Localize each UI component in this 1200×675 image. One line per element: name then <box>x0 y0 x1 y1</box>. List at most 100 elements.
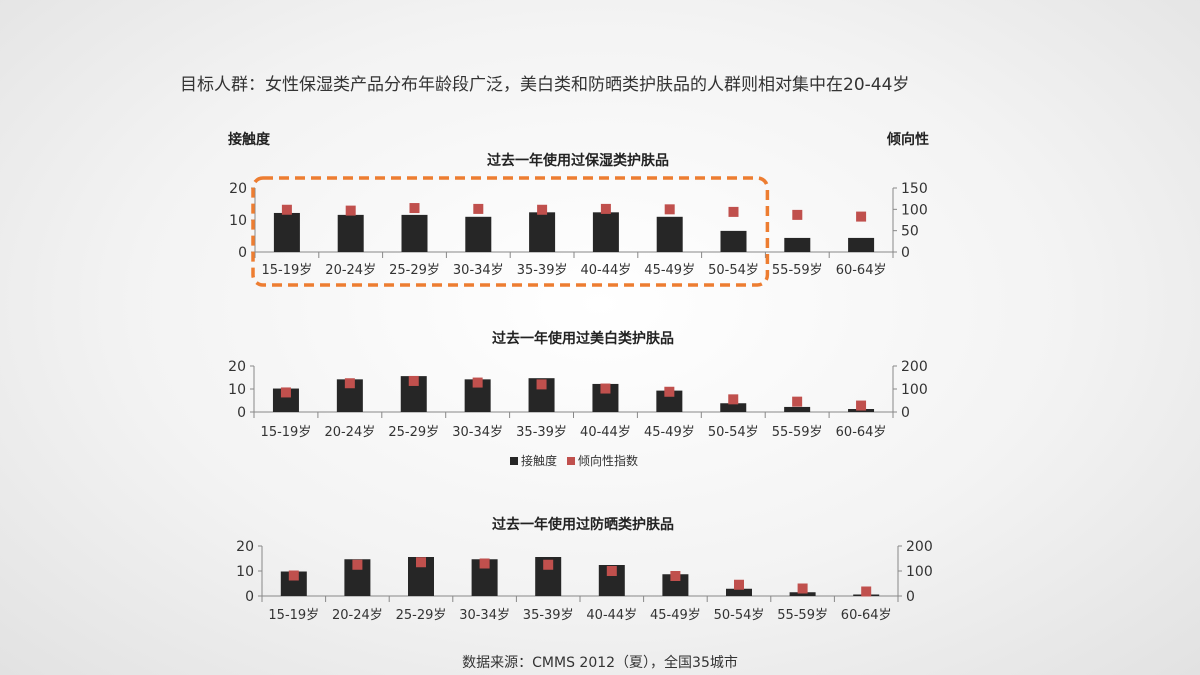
marker-45-49岁 <box>664 386 675 397</box>
bar-55-59岁 <box>789 592 816 596</box>
chart-title-moisturizer: 过去一年使用过保湿类护肤品 <box>487 153 669 169</box>
marker-40-44岁 <box>600 383 611 394</box>
x-tick-label: 55-59岁 <box>772 425 823 440</box>
bar-15-19岁 <box>273 212 300 252</box>
bar-45-49岁 <box>656 216 683 252</box>
x-tick-label: 45-49岁 <box>650 608 701 623</box>
left-y-tick-label: 0 <box>238 245 247 261</box>
bar-20-24岁 <box>337 214 364 252</box>
right-y-tick-label: 50 <box>901 224 919 240</box>
x-tick-label: 60-64岁 <box>836 425 887 440</box>
legend-label-bar: 接触度 <box>521 454 558 468</box>
marker-20-24岁 <box>352 559 363 570</box>
x-tick-label: 15-19岁 <box>261 425 312 440</box>
marker-25-29岁 <box>409 203 420 214</box>
chart-legend: 接触度 倾向性指数 <box>510 452 638 469</box>
left-y-tick-label: 10 <box>236 564 254 580</box>
right-y-tick-label: 0 <box>901 405 910 421</box>
x-tick-label: 40-44岁 <box>580 425 631 440</box>
x-tick-label: 40-44岁 <box>581 263 632 278</box>
x-tick-label: 35-39岁 <box>516 425 567 440</box>
x-tick-label: 55-59岁 <box>777 608 828 623</box>
marker-60-64岁 <box>856 400 867 411</box>
marker-60-64岁 <box>856 211 867 222</box>
marker-15-19岁 <box>280 387 291 398</box>
chart-title-whitening: 过去一年使用过美白类护肤品 <box>492 331 674 347</box>
marker-50-54岁 <box>734 579 744 590</box>
left-y-tick-label: 20 <box>229 181 247 197</box>
x-tick-label: 35-39岁 <box>517 263 568 278</box>
marker-45-49岁 <box>664 204 675 215</box>
marker-20-24岁 <box>344 378 355 389</box>
legend-label-marker: 倾向性指数 <box>578 454 639 468</box>
x-tick-label: 15-19岁 <box>262 263 313 278</box>
right-y-tick-label: 100 <box>901 202 928 218</box>
right-y-tick-label: 200 <box>901 359 928 375</box>
marker-30-34岁 <box>479 558 490 569</box>
highlight-box <box>251 176 770 287</box>
marker-15-19岁 <box>288 570 299 581</box>
x-tick-label: 60-64岁 <box>841 608 892 623</box>
data-source: 数据来源：CMMS 2012（夏），全国35城市 <box>462 655 738 671</box>
x-tick-label: 40-44岁 <box>586 608 637 623</box>
marker-50-54岁 <box>728 206 739 217</box>
left-y-tick-label: 20 <box>236 539 254 555</box>
x-tick-label: 20-24岁 <box>332 608 383 623</box>
bar-55-59岁 <box>784 237 811 252</box>
legend-item-bar: 接触度 <box>510 452 557 469</box>
x-tick-label: 55-59岁 <box>772 263 823 278</box>
x-tick-label: 30-34岁 <box>452 425 503 440</box>
x-tick-label: 45-49岁 <box>644 425 695 440</box>
marker-50-54岁 <box>728 394 739 405</box>
marker-55-59岁 <box>797 583 808 594</box>
right-y-tick-label: 100 <box>906 564 933 580</box>
chart-title-sunscreen: 过去一年使用过防晒类护肤品 <box>492 517 674 533</box>
marker-60-64岁 <box>861 586 872 597</box>
bar-55-59岁 <box>784 406 811 412</box>
legend-swatch-marker <box>567 456 576 465</box>
x-tick-label: 25-29岁 <box>389 263 440 278</box>
marker-55-59岁 <box>792 209 803 220</box>
legend-swatch-bar <box>510 456 518 465</box>
left-y-tick-label: 0 <box>245 589 254 605</box>
x-tick-label: 60-64岁 <box>836 263 887 278</box>
marker-40-44岁 <box>600 203 611 214</box>
right-y-tick-label: 150 <box>901 181 928 197</box>
marker-35-39岁 <box>536 379 547 390</box>
marker-30-34岁 <box>472 377 483 388</box>
right-y-tick-label: 0 <box>906 589 915 605</box>
left-y-tick-label: 10 <box>229 213 247 229</box>
x-tick-label: 45-49岁 <box>644 263 695 278</box>
right-axis-caption: 倾向性 <box>887 132 929 148</box>
bar-35-39岁 <box>529 212 556 252</box>
marker-20-24岁 <box>345 205 356 216</box>
marker-35-39岁 <box>543 559 554 570</box>
headline: 目标人群：女性保湿类产品分布年龄段广泛，美白类和防晒类护肤品的人群则相对集中在2… <box>180 75 910 95</box>
x-tick-label: 20-24岁 <box>325 263 376 278</box>
marker-15-19岁 <box>281 204 292 215</box>
bar-25-29岁 <box>401 214 428 252</box>
bar-40-44岁 <box>592 212 619 252</box>
left-y-tick-label: 20 <box>228 359 246 375</box>
marker-30-34岁 <box>473 203 484 214</box>
right-y-tick-label: 200 <box>906 539 933 555</box>
bar-50-54岁 <box>726 588 752 596</box>
marker-25-29岁 <box>408 375 419 386</box>
bar-45-49岁 <box>662 574 689 596</box>
marker-35-39岁 <box>537 204 548 215</box>
x-tick-label: 30-34岁 <box>459 608 510 623</box>
bar-60-64岁 <box>848 237 875 252</box>
right-y-tick-label: 100 <box>901 382 928 398</box>
bar-50-54岁 <box>720 230 747 252</box>
marker-25-29岁 <box>416 557 426 568</box>
right-y-tick-label: 0 <box>901 245 910 261</box>
marker-40-44岁 <box>606 566 617 576</box>
x-tick-label: 15-19岁 <box>268 608 319 623</box>
bar-30-34岁 <box>465 216 492 252</box>
left-y-tick-label: 10 <box>228 382 246 398</box>
bar-15-19岁 <box>272 388 299 412</box>
left-axis-caption: 接触度 <box>228 132 270 148</box>
